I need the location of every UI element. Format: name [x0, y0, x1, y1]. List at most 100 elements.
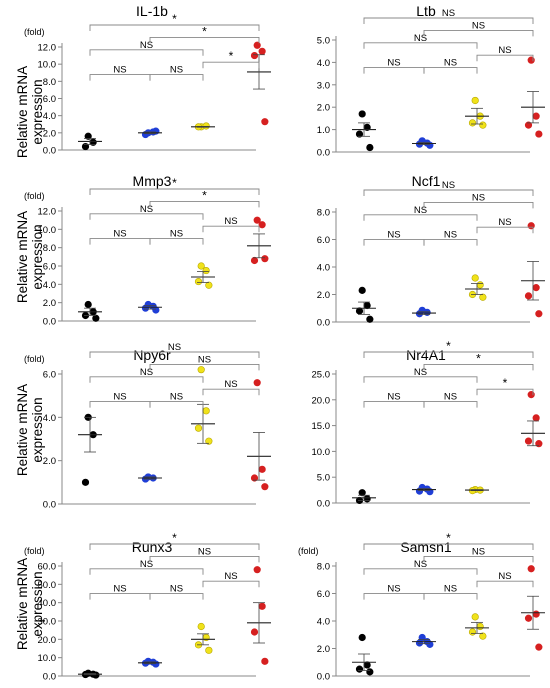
y-tick-label: 12.0	[38, 207, 57, 218]
y-tick-label: 12.0	[38, 43, 57, 54]
data-point	[253, 216, 261, 224]
significance-label: *	[172, 176, 177, 190]
unit-label: (fold)	[24, 546, 45, 556]
significance-bracket	[423, 555, 534, 563]
data-point	[250, 474, 259, 482]
significance-label: NS	[442, 8, 455, 19]
panel-title: Samsn1	[400, 539, 452, 555]
y-tick-label: 1.0	[317, 125, 330, 136]
data-point	[355, 665, 364, 673]
significance-bracket	[149, 36, 260, 44]
significance-label: NS	[444, 58, 457, 69]
data-point	[532, 610, 540, 618]
y-tick-label: 2.0	[43, 456, 56, 467]
data-point	[358, 633, 366, 642]
data-point	[258, 47, 266, 55]
significance-label: NS	[113, 584, 126, 595]
y-tick-label: 2.0	[317, 103, 330, 114]
y-tick-label: 4.0	[43, 413, 56, 424]
y-tick-label: 6.0	[43, 370, 56, 381]
significance-label: NS	[113, 65, 126, 76]
data-point	[524, 121, 533, 129]
significance-label: NS	[414, 559, 427, 570]
significance-bracket	[423, 363, 534, 371]
y-tick-label: 10.0	[38, 653, 57, 664]
data-point	[535, 310, 543, 318]
significance-label: NS	[414, 367, 427, 378]
panel-title: Ncf1	[412, 173, 441, 189]
y-tick-label: 50.0	[38, 580, 57, 591]
y-tick-label: 5.0	[317, 36, 330, 47]
data-point	[202, 407, 210, 415]
data-point	[527, 56, 535, 64]
y-tick-label: 40.0	[38, 598, 57, 609]
significance-label: *	[202, 24, 207, 38]
data-point	[258, 221, 266, 229]
data-point	[363, 495, 371, 503]
unit-label: (fold)	[24, 27, 45, 37]
significance-label: NS	[170, 65, 183, 76]
y-tick-label: 0.0	[317, 499, 330, 510]
significance-label: NS	[444, 230, 457, 241]
data-point	[476, 622, 484, 631]
significance-label: NS	[140, 40, 153, 51]
significance-bracket	[149, 200, 260, 208]
data-point	[197, 366, 205, 374]
y-tick-label: 4.0	[43, 111, 56, 122]
significance-label: NS	[498, 571, 511, 582]
significance-label: *	[503, 376, 508, 390]
data-point	[471, 613, 479, 621]
y-tick-label: 0.0	[43, 317, 56, 328]
significance-bracket	[89, 543, 260, 550]
y-tick-label: 30.0	[38, 617, 57, 628]
significance-label: NS	[224, 216, 237, 227]
data-point	[194, 277, 203, 286]
data-point	[250, 256, 259, 265]
data-point	[366, 668, 374, 676]
significance-bracket	[149, 74, 204, 81]
data-point	[476, 281, 484, 289]
significance-label: *	[172, 531, 177, 545]
significance-label: NS	[444, 392, 457, 403]
y-tick-label: 60.0	[38, 562, 57, 573]
data-point	[205, 281, 213, 289]
significance-label: NS	[170, 584, 183, 595]
data-point	[205, 646, 213, 654]
panel-title: Runx3	[132, 539, 173, 555]
significance-label: NS	[498, 45, 511, 56]
significance-label: NS	[442, 180, 455, 191]
data-point	[92, 314, 100, 322]
significance-bracket	[363, 351, 534, 358]
y-tick-label: 0.0	[43, 500, 56, 511]
panel-title: Npy6r	[133, 347, 171, 363]
significance-bracket	[89, 24, 260, 31]
significance-bracket	[149, 401, 204, 408]
significance-bracket	[202, 61, 260, 69]
y-tick-label: 0.0	[317, 148, 330, 159]
data-point	[261, 118, 269, 126]
y-tick-label: 4.0	[43, 280, 56, 291]
panel-title: Mmp3	[133, 173, 172, 189]
significance-label: *	[229, 49, 234, 63]
significance-bracket	[363, 17, 534, 24]
y-tick-label: 15.0	[312, 421, 331, 432]
significance-label: NS	[170, 229, 183, 240]
data-point	[532, 414, 540, 422]
data-point	[81, 142, 90, 151]
significance-bracket	[149, 363, 260, 371]
significance-bracket	[89, 351, 260, 358]
data-point	[358, 489, 366, 497]
data-point	[253, 41, 261, 49]
data-point	[524, 292, 533, 300]
significance-label: NS	[472, 20, 485, 31]
data-point	[524, 437, 533, 445]
significance-bracket	[202, 388, 260, 396]
significance-label: NS	[113, 229, 126, 240]
significance-bracket	[423, 401, 478, 408]
y-tick-label: 6.0	[43, 94, 56, 105]
data-point	[479, 293, 487, 301]
y-tick-label: 2.0	[317, 644, 330, 655]
significance-bracket	[202, 225, 260, 233]
significance-label: NS	[140, 367, 153, 378]
